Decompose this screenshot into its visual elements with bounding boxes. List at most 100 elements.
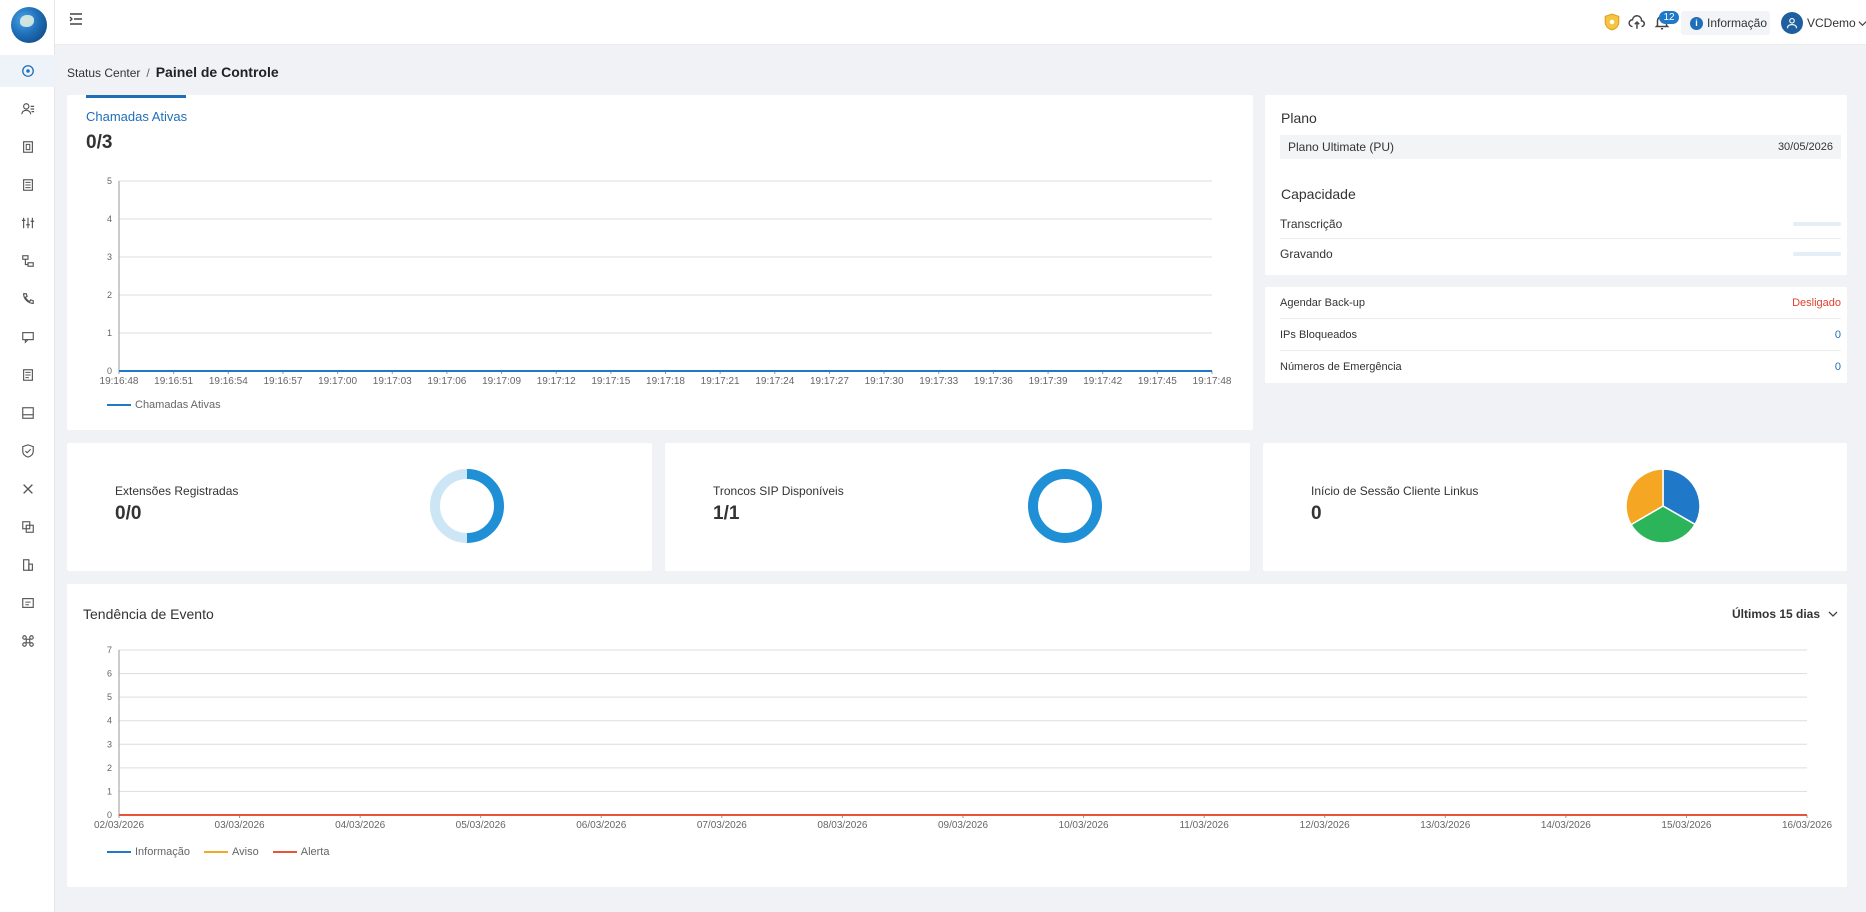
- copy-icon: [21, 520, 35, 534]
- x-tick-label: 11/03/2026: [1179, 820, 1229, 831]
- event-trend-card: Tendência de Evento Últimos 15 dias 0123…: [67, 584, 1847, 887]
- phone-icon: [21, 292, 35, 306]
- breadcrumb: Status Center / Painel de Controle: [67, 64, 279, 80]
- legend-swatch: [107, 851, 131, 853]
- y-tick-label: 0: [107, 366, 112, 376]
- dashboard-icon: [21, 64, 35, 78]
- x-tick-label: 13/03/2026: [1420, 820, 1470, 831]
- sidebar: [0, 0, 55, 912]
- stat-value: Desligado: [1792, 297, 1841, 309]
- info-button[interactable]: i Informação: [1681, 11, 1770, 35]
- trunks-label: Troncos SIP Disponíveis: [713, 484, 844, 498]
- x-tick-label: 19:17:21: [701, 376, 740, 387]
- legend-label: Chamadas Ativas: [135, 399, 221, 411]
- breadcrumb-root[interactable]: Status Center: [67, 66, 140, 80]
- sidebar-item-company[interactable]: [0, 549, 55, 581]
- sidebar-item-contacts[interactable]: [0, 587, 55, 619]
- page-title: Painel de Controle: [156, 64, 279, 80]
- menu-toggle-icon[interactable]: [68, 11, 84, 27]
- y-tick-label: 5: [107, 692, 112, 702]
- book-icon: [21, 178, 35, 192]
- sidebar-item-logs[interactable]: [0, 359, 55, 391]
- legend-item[interactable]: Alerta: [273, 846, 330, 858]
- y-tick-label: 1: [107, 328, 112, 338]
- stat-row-blocked-ips[interactable]: IPs Bloqueados 0: [1280, 319, 1841, 351]
- event-trend-chart: 0 1 2 3 4 5 6 7 02/03/2026 03/03/2026 04/03/2026 05…: [67, 584, 1847, 887]
- extensions-value: 0/0: [115, 503, 141, 525]
- user-menu[interactable]: VCDemo: [1781, 11, 1866, 35]
- x-tick-label: 19:16:54: [209, 376, 248, 387]
- sidebar-item-maintenance[interactable]: [0, 473, 55, 505]
- x-tick-label: 08/03/2026: [817, 820, 867, 831]
- x-tick-label: 19:17:00: [318, 376, 357, 387]
- sidebar-item-calls[interactable]: [0, 283, 55, 315]
- capacity-row-recording: Gravando: [1280, 239, 1841, 268]
- sidebar-item-network[interactable]: [0, 245, 55, 277]
- building-icon: [21, 558, 35, 572]
- legend-item[interactable]: Chamadas Ativas: [107, 399, 221, 411]
- sidebar-item-dashboard[interactable]: [0, 55, 55, 87]
- avatar: [1781, 12, 1803, 34]
- y-tick-label: 4: [107, 214, 112, 224]
- x-tick-label: 19:17:09: [482, 376, 521, 387]
- y-tick-label: 0: [107, 810, 112, 820]
- x-tick-label: 19:17:36: [974, 376, 1013, 387]
- plan-name: Plano Ultimate (PU): [1288, 140, 1394, 154]
- x-tick-label: 19:17:30: [865, 376, 904, 387]
- legend-item[interactable]: Aviso: [204, 846, 259, 858]
- user-name: VCDemo: [1807, 16, 1856, 30]
- sidebar-item-features[interactable]: [0, 625, 55, 657]
- x-tick-label: 04/03/2026: [335, 820, 385, 831]
- plan-row: Plano Ultimate (PU) 30/05/2026: [1280, 135, 1841, 159]
- x-tick-label: 16/03/2026: [1782, 820, 1832, 831]
- stat-row-backup[interactable]: Agendar Back-up Desligado: [1280, 287, 1841, 319]
- info-icon: i: [1690, 17, 1703, 30]
- extensions-label: Extensões Registradas: [115, 484, 238, 498]
- x-tick-label: 19:17:45: [1138, 376, 1177, 387]
- stat-label: IPs Bloqueados: [1280, 329, 1357, 341]
- info-label: Informação: [1707, 16, 1767, 30]
- sidebar-item-users[interactable]: [0, 93, 55, 125]
- x-tick-label: 14/03/2026: [1541, 820, 1591, 831]
- legend-item[interactable]: Informação: [107, 846, 190, 858]
- legend-swatch: [204, 851, 228, 853]
- stat-row-emergency-numbers[interactable]: Números de Emergência 0: [1280, 351, 1841, 383]
- license-shield-icon[interactable]: [1603, 13, 1621, 31]
- legend-swatch: [273, 851, 297, 853]
- globe-logo[interactable]: [11, 7, 47, 43]
- stat-label: Números de Emergência: [1280, 361, 1402, 373]
- sidebar-item-security[interactable]: [0, 435, 55, 467]
- y-tick-label: 4: [107, 716, 112, 726]
- sidebar-item-storage[interactable]: [0, 397, 55, 429]
- sidebar-item-messages[interactable]: [0, 321, 55, 353]
- x-tick-label: 19:16:51: [154, 376, 193, 387]
- sliders-icon: [21, 216, 35, 230]
- x-tick-label: 19:17:18: [646, 376, 685, 387]
- legend-swatch: [107, 404, 131, 406]
- legend-label: Alerta: [301, 846, 330, 858]
- legend-label: Aviso: [232, 846, 259, 858]
- x-tick-label: 19:17:33: [919, 376, 958, 387]
- sidebar-item-apps[interactable]: [0, 511, 55, 543]
- x-tick-label: 19:17:15: [591, 376, 630, 387]
- sidebar-item-reports[interactable]: [0, 169, 55, 201]
- chat-icon: [21, 330, 35, 344]
- top-bar: [55, 0, 1866, 45]
- trunks-donut: [1027, 468, 1103, 544]
- capacity-label: Gravando: [1280, 247, 1333, 261]
- x-tick-label: 09/03/2026: [938, 820, 988, 831]
- donut-segment: [435, 474, 467, 538]
- stat-value: 0: [1835, 361, 1841, 373]
- sidebar-item-extensions[interactable]: [0, 131, 55, 163]
- x-tick-label: 19:17:24: [755, 376, 794, 387]
- sidebar-item-routes[interactable]: [0, 207, 55, 239]
- x-tick-label: 19:17:42: [1083, 376, 1122, 387]
- stat-label: Agendar Back-up: [1280, 297, 1365, 309]
- notification-badge: 12: [1659, 11, 1679, 24]
- x-tick-label: 19:16:57: [263, 376, 302, 387]
- x-tick-label: 19:17:06: [427, 376, 466, 387]
- active-calls-chart: 0 1 2 3 4 5 19:16:48 19:16:51 19:16:54 19:16:57 19…: [67, 95, 1253, 430]
- cloud-upload-icon[interactable]: [1628, 13, 1646, 31]
- linkus-value: 0: [1311, 503, 1322, 525]
- y-tick-label: 7: [107, 645, 112, 655]
